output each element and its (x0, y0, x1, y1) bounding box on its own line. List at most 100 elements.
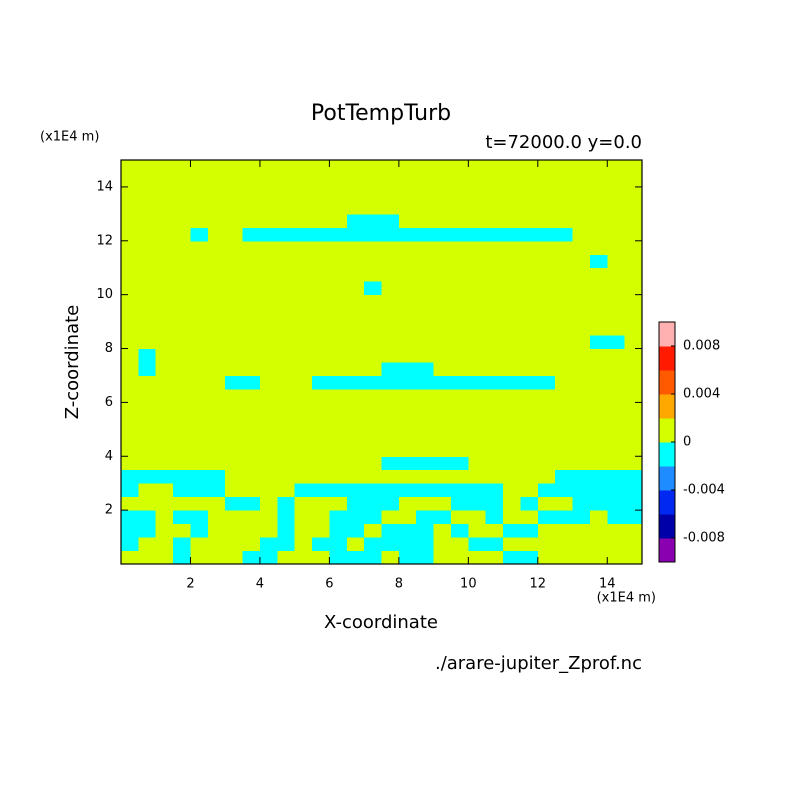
contour-cell (450, 160, 469, 174)
contour-cell (572, 429, 591, 444)
contour-cell (312, 442, 330, 457)
contour-cell (416, 213, 435, 228)
contour-cell (416, 335, 435, 350)
contour-cell (624, 483, 643, 498)
contour-cell (294, 186, 313, 201)
contour-cell (277, 294, 296, 309)
contour-cell (503, 348, 521, 363)
contour-cell (312, 335, 330, 350)
y-tick-label: 8 (105, 341, 113, 356)
contour-cell (190, 254, 209, 269)
contour-cell (381, 415, 400, 430)
contour-cell (572, 402, 591, 417)
contour-cell (537, 550, 556, 565)
contour-cell (589, 429, 608, 444)
contour-cell (329, 415, 348, 430)
contour-cell (242, 240, 261, 255)
contour-cell (433, 388, 452, 403)
contour-cell (572, 227, 591, 242)
colorbar-swatch (659, 538, 675, 563)
contour-cell (537, 227, 556, 242)
contour-cell (207, 186, 226, 201)
contour-cell (468, 523, 487, 538)
contour-cell (121, 335, 139, 350)
contour-cell (242, 186, 261, 201)
contour-cell (503, 456, 521, 471)
contour-cell (242, 160, 261, 174)
contour-cell (624, 200, 643, 215)
contour-cell (607, 510, 626, 525)
contour-cell (589, 186, 608, 201)
contour-cell (259, 375, 278, 390)
contour-cell (607, 294, 626, 309)
contour-cell (121, 496, 139, 511)
contour-cell (346, 335, 365, 350)
colorbar-tick-label: 0 (683, 435, 691, 450)
contour-cell (503, 213, 521, 228)
contour-cell (624, 321, 643, 336)
contour-cell (138, 388, 157, 403)
x-tick-label: 8 (395, 577, 403, 592)
contour-cell (589, 348, 608, 363)
contour-cell (173, 227, 191, 242)
contour-cell (259, 362, 278, 376)
contour-cell (346, 200, 365, 215)
y-tick-label: 12 (96, 233, 113, 248)
contour-cell (503, 362, 521, 376)
contour-cell (520, 510, 539, 525)
contour-cell (381, 442, 400, 457)
contour-cell (294, 442, 313, 457)
contour-cell (589, 227, 608, 242)
contour-cell (468, 200, 487, 215)
contour-cell (207, 510, 226, 525)
contour-cell (277, 550, 296, 565)
contour-cell (207, 402, 226, 417)
contour-cell (364, 254, 382, 269)
contour-cell (450, 254, 469, 269)
contour-cell (624, 550, 643, 565)
contour-cell (155, 213, 174, 228)
contour-cell (589, 375, 608, 390)
contour-cell (190, 173, 209, 188)
contour-cell (607, 388, 626, 403)
contour-cell (364, 160, 382, 174)
contour-cell (450, 402, 469, 417)
contour-cell (259, 469, 278, 484)
contour-cell (572, 254, 591, 269)
contour-cell (468, 402, 487, 417)
contour-cell (294, 227, 313, 242)
contour-cell (225, 510, 244, 525)
contour-cell (589, 496, 608, 511)
contour-cell (364, 523, 382, 538)
contour-cell (485, 160, 504, 174)
contour-cell (294, 294, 313, 309)
y-tick-label: 4 (105, 449, 113, 464)
contour-cell (485, 442, 504, 457)
contour-cell (242, 173, 261, 188)
contour-cell (294, 173, 313, 188)
contour-cell (277, 254, 296, 269)
contour-cell (520, 240, 539, 255)
contour-cell (450, 483, 469, 498)
contour-cell (468, 321, 487, 336)
contour-cell (416, 160, 435, 174)
source-file: ./arare-jupiter_Zprof.nc (435, 653, 642, 674)
contour-cell (589, 469, 608, 484)
contour-cell (312, 186, 330, 201)
contour-cell (433, 308, 452, 323)
contour-cell (138, 483, 157, 498)
contour-cell (138, 402, 157, 417)
contour-cell (346, 362, 365, 376)
contour-cell (312, 308, 330, 323)
contour-cell (138, 173, 157, 188)
contour-cell (607, 550, 626, 565)
contour-cell (398, 402, 417, 417)
contour-cell (277, 200, 296, 215)
contour-cell (190, 375, 209, 390)
contour-cell (190, 523, 209, 538)
contour-cell (242, 537, 261, 552)
contour-cell (329, 429, 348, 444)
contour-cell (433, 469, 452, 484)
contour-cell (537, 308, 556, 323)
contour-cell (555, 173, 574, 188)
